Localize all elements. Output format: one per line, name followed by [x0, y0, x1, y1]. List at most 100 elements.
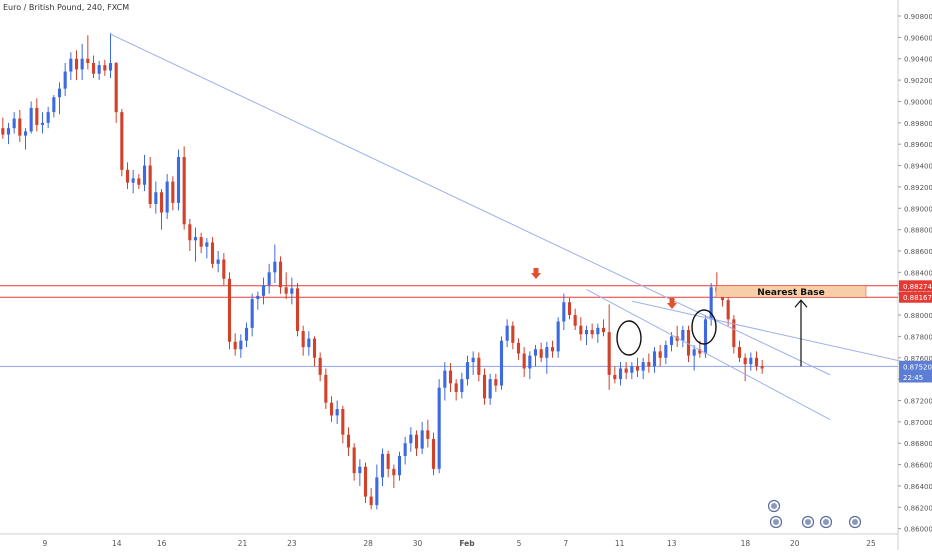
date-label: 30: [413, 539, 423, 548]
circle-marker: [616, 320, 642, 356]
candle-body: [709, 287, 713, 320]
candle-body: [567, 302, 572, 316]
candle-body: [250, 299, 254, 328]
candle-body: [142, 165, 147, 185]
candle-body: [324, 374, 328, 403]
candle-body: [494, 379, 498, 386]
candle-body: [533, 349, 538, 356]
candle-body: [29, 107, 33, 132]
red-arrow-marker-stem: [533, 268, 539, 273]
candle-body: [652, 351, 657, 367]
candle-body: [681, 330, 685, 341]
candle-body: [23, 131, 28, 136]
candle-body: [647, 362, 651, 367]
candle-body: [290, 288, 294, 294]
price-tick-label: 0.87000: [904, 419, 932, 427]
candle-body: [380, 453, 385, 478]
candle-body: [754, 357, 759, 367]
candle-body: [545, 347, 549, 358]
price-tick-label: 0.90000: [904, 98, 932, 106]
price-label-tag: [899, 371, 932, 383]
date-label: 13: [667, 539, 677, 548]
price-label-text: 22:45: [903, 374, 923, 382]
candle-body: [165, 181, 169, 213]
candle-body: [1, 128, 5, 135]
candle-body: [188, 224, 192, 241]
candle-body: [743, 357, 747, 365]
candle-body: [471, 357, 475, 363]
candle-body: [335, 409, 339, 416]
candle-body: [352, 447, 356, 474]
candle-body: [193, 237, 198, 241]
candle-body: [635, 366, 640, 371]
candle-body: [539, 349, 543, 358]
event-icon-core: [852, 519, 858, 525]
date-label: 25: [866, 539, 876, 548]
candle-body: [477, 357, 481, 375]
candle-body: [216, 259, 220, 264]
candle-body: [522, 353, 526, 369]
candle-body: [658, 351, 662, 358]
candle-body: [460, 379, 464, 392]
price-tick-label: 0.90400: [904, 56, 932, 64]
candle-body: [409, 434, 413, 444]
nearest-base-label: Nearest Base: [757, 288, 824, 298]
candle-body: [692, 349, 696, 356]
date-label: 23: [287, 539, 297, 548]
candle-body: [108, 63, 113, 71]
event-icon-core: [823, 519, 829, 525]
candle-body: [57, 88, 62, 98]
price-tick-label: 0.87200: [904, 398, 932, 406]
candle-body: [505, 325, 509, 341]
candle-body: [363, 466, 368, 497]
candle-body: [590, 330, 594, 335]
candle-body: [664, 344, 668, 358]
candle-body: [244, 327, 249, 341]
price-tick-label: 0.89000: [904, 205, 932, 213]
candle-body: [103, 65, 107, 71]
candle-body: [749, 357, 753, 365]
candle-body: [18, 118, 22, 136]
candle-body: [176, 156, 181, 203]
candle-body: [267, 272, 271, 286]
candle-body: [12, 118, 16, 129]
price-tick-label: 0.90200: [904, 77, 932, 85]
candle-body: [171, 181, 175, 203]
date-label: 21: [238, 539, 248, 548]
candle-body: [443, 370, 447, 388]
up-arrow-head: [794, 299, 808, 308]
date-label: 16: [157, 539, 167, 548]
candle-body: [369, 496, 373, 506]
event-icon-core: [771, 503, 777, 509]
price-label-text: 0.87520: [903, 363, 932, 371]
candle-body: [550, 347, 555, 352]
circle-marker: [691, 309, 717, 345]
date-label: 18: [741, 539, 751, 548]
candle-body: [601, 327, 606, 333]
candle-body: [233, 341, 237, 350]
candle-body: [420, 430, 424, 449]
candle-body: [154, 192, 158, 204]
price-tick-label: 0.88000: [904, 312, 932, 320]
main-trendline: [110, 33, 831, 376]
candle-body: [80, 58, 84, 70]
candle-body: [579, 325, 583, 335]
price-tick-label: 0.88600: [904, 248, 932, 256]
date-label: 11: [615, 539, 625, 548]
candle-body: [624, 368, 628, 373]
candle-body: [465, 362, 470, 380]
date-label: 20: [790, 539, 800, 548]
candle-body: [686, 330, 691, 356]
candle-body: [125, 169, 130, 183]
candle-body: [596, 327, 600, 335]
candle-body: [613, 374, 617, 380]
nearest-base-zone: [715, 285, 867, 298]
candle-body: [341, 409, 345, 435]
candle-body: [454, 383, 458, 392]
candle-body: [556, 321, 560, 352]
candle-body: [131, 178, 135, 183]
price-label-text: 0.88167: [903, 294, 932, 302]
price-label-tag: [899, 291, 932, 303]
date-label: 14: [112, 539, 122, 548]
candle-body: [358, 466, 362, 474]
